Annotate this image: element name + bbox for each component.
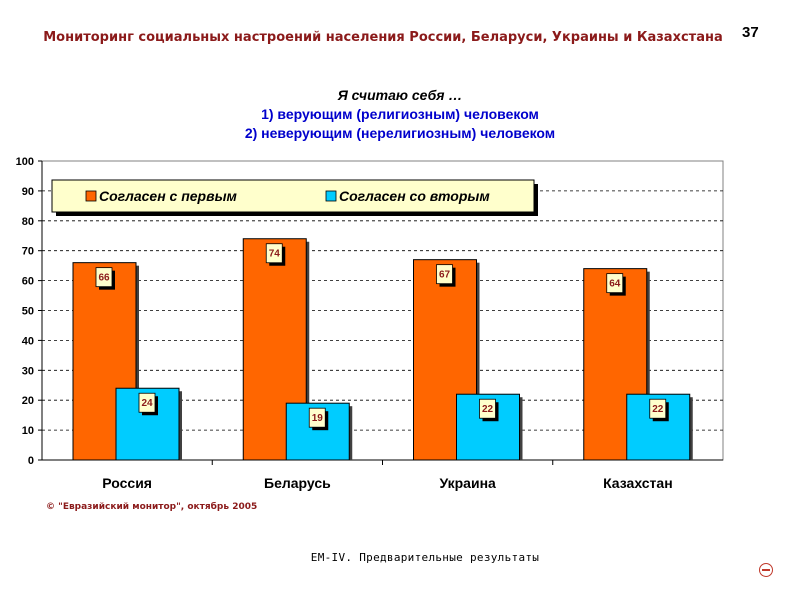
- page-number: 37: [742, 24, 759, 41]
- data-label-series1: 67: [439, 270, 451, 281]
- legend-swatch-series1: [85, 190, 97, 202]
- y-tick-label: 90: [22, 186, 34, 198]
- y-tick-label: 10: [22, 425, 34, 437]
- data-label-series1-box: [95, 267, 113, 288]
- data-label-series2-box: [138, 392, 156, 413]
- data-label-series1-box: [436, 264, 453, 285]
- x-tick-label: Украина: [439, 475, 496, 491]
- chart-subtitle-2: 2) неверующим (нерелигиозным) человеком: [244, 125, 556, 141]
- legend-label-series1: Согласен с первым: [99, 188, 238, 204]
- data-label-series1-box: [265, 243, 283, 264]
- bar-chart: 0 10 20 30 40 50 60 70 80 90 100 66 24 Россия 74 19 Бела…: [16, 156, 724, 491]
- x-tick-label: Россия: [102, 475, 152, 491]
- legend-label-series2: Согласен со вторым: [339, 188, 490, 204]
- x-tick-label: Беларусь: [264, 475, 331, 491]
- minus-circle-icon[interactable]: [759, 563, 773, 577]
- data-label-series2: 22: [652, 404, 664, 415]
- data-label-series1: 66: [98, 273, 110, 284]
- x-tick-label: Казахстан: [603, 475, 673, 491]
- copyright-note: © "Евразийский монитор", октябрь 2005: [46, 502, 258, 512]
- y-tick-label: 80: [22, 216, 34, 228]
- y-tick-label: 0: [28, 455, 34, 467]
- data-label-series1-box: [606, 273, 624, 294]
- page-title: Мониторинг социальных настроений населен…: [43, 30, 723, 45]
- chart-subtitle-1: 1) верующим (религиозным) человеком: [261, 106, 539, 122]
- footer-text: EM-IV. Предварительные результаты: [310, 551, 540, 564]
- data-label-series1: 74: [269, 249, 281, 260]
- data-label-series2: 22: [482, 404, 494, 415]
- data-label-series2-box: [308, 407, 326, 428]
- y-tick-label: 100: [16, 156, 34, 168]
- y-tick-label: 60: [22, 276, 34, 288]
- y-tick-label: 30: [22, 365, 34, 377]
- y-tick-label: 40: [22, 335, 34, 347]
- data-label-series1: 64: [609, 279, 621, 290]
- data-label-series2: 24: [141, 398, 153, 409]
- data-label-series2: 19: [312, 413, 324, 424]
- y-tick-label: 70: [22, 246, 34, 258]
- data-label-series2-box: [649, 398, 667, 419]
- y-tick-label: 50: [22, 306, 34, 318]
- legend-swatch-series2: [325, 190, 337, 202]
- chart-title: Я считаю себя …: [337, 87, 463, 103]
- y-tick-label: 20: [22, 395, 34, 407]
- data-label-series2-box: [479, 398, 496, 419]
- legend: [51, 179, 535, 213]
